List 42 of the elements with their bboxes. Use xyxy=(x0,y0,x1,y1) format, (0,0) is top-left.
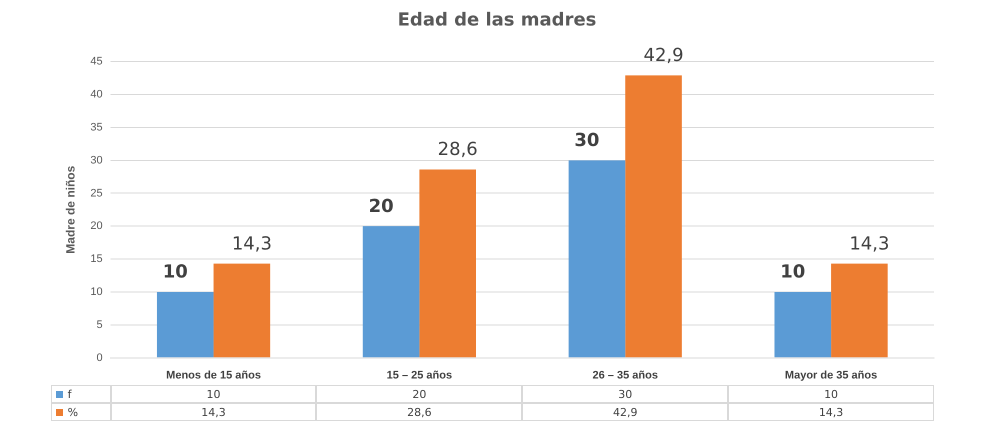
text: 14,3 xyxy=(232,233,272,254)
data-label: 10 xyxy=(728,385,934,403)
text: 42,9 xyxy=(644,45,684,66)
y-tick-label: 20 xyxy=(90,220,103,232)
x-tick-label: Menos de 15 años xyxy=(166,369,261,382)
chart-title: Edad de las madres xyxy=(398,9,596,30)
bar xyxy=(419,170,476,358)
y-tick-label: 40 xyxy=(90,88,103,101)
text: 10 xyxy=(162,262,188,283)
text: 14,3 xyxy=(849,233,890,254)
y-tick-label: 5 xyxy=(96,318,103,331)
bar xyxy=(774,292,832,358)
text: 20 xyxy=(368,196,394,217)
bar xyxy=(625,75,682,358)
x-tick-label: Mayor de 35 años xyxy=(784,369,878,382)
y-tick-label: 30 xyxy=(90,154,103,166)
bar xyxy=(831,264,888,358)
text: 30 xyxy=(574,130,600,152)
data-label: 30 xyxy=(522,385,728,403)
y-tick-label: 45 xyxy=(90,56,103,68)
y-tick-label: 0 xyxy=(96,352,103,364)
bar xyxy=(568,160,626,358)
data-label: 20 xyxy=(316,385,522,403)
text: 28,6 xyxy=(438,139,478,160)
data-label: 14,3 xyxy=(728,403,934,421)
y-tick-label: 15 xyxy=(90,253,103,266)
data-label: 14,3 xyxy=(110,403,316,421)
y-tick-label: 35 xyxy=(90,121,103,134)
bar xyxy=(156,292,214,358)
x-tick-label: 15 – 25 años xyxy=(386,369,452,382)
y-axis-title: Madre de niños xyxy=(64,165,78,254)
data-label: 28,6 xyxy=(316,403,522,421)
y-tick-label: 10 xyxy=(90,286,103,298)
text: 10 xyxy=(780,262,806,283)
x-tick-label: 26 – 35 años xyxy=(592,369,658,382)
bar xyxy=(362,226,420,358)
y-tick-label: 25 xyxy=(90,187,103,200)
data-label: 10 xyxy=(110,385,316,403)
data-label: 42,9 xyxy=(522,403,728,421)
legend-label: f xyxy=(50,385,111,403)
bar xyxy=(214,264,270,358)
legend-label: % xyxy=(50,403,111,421)
